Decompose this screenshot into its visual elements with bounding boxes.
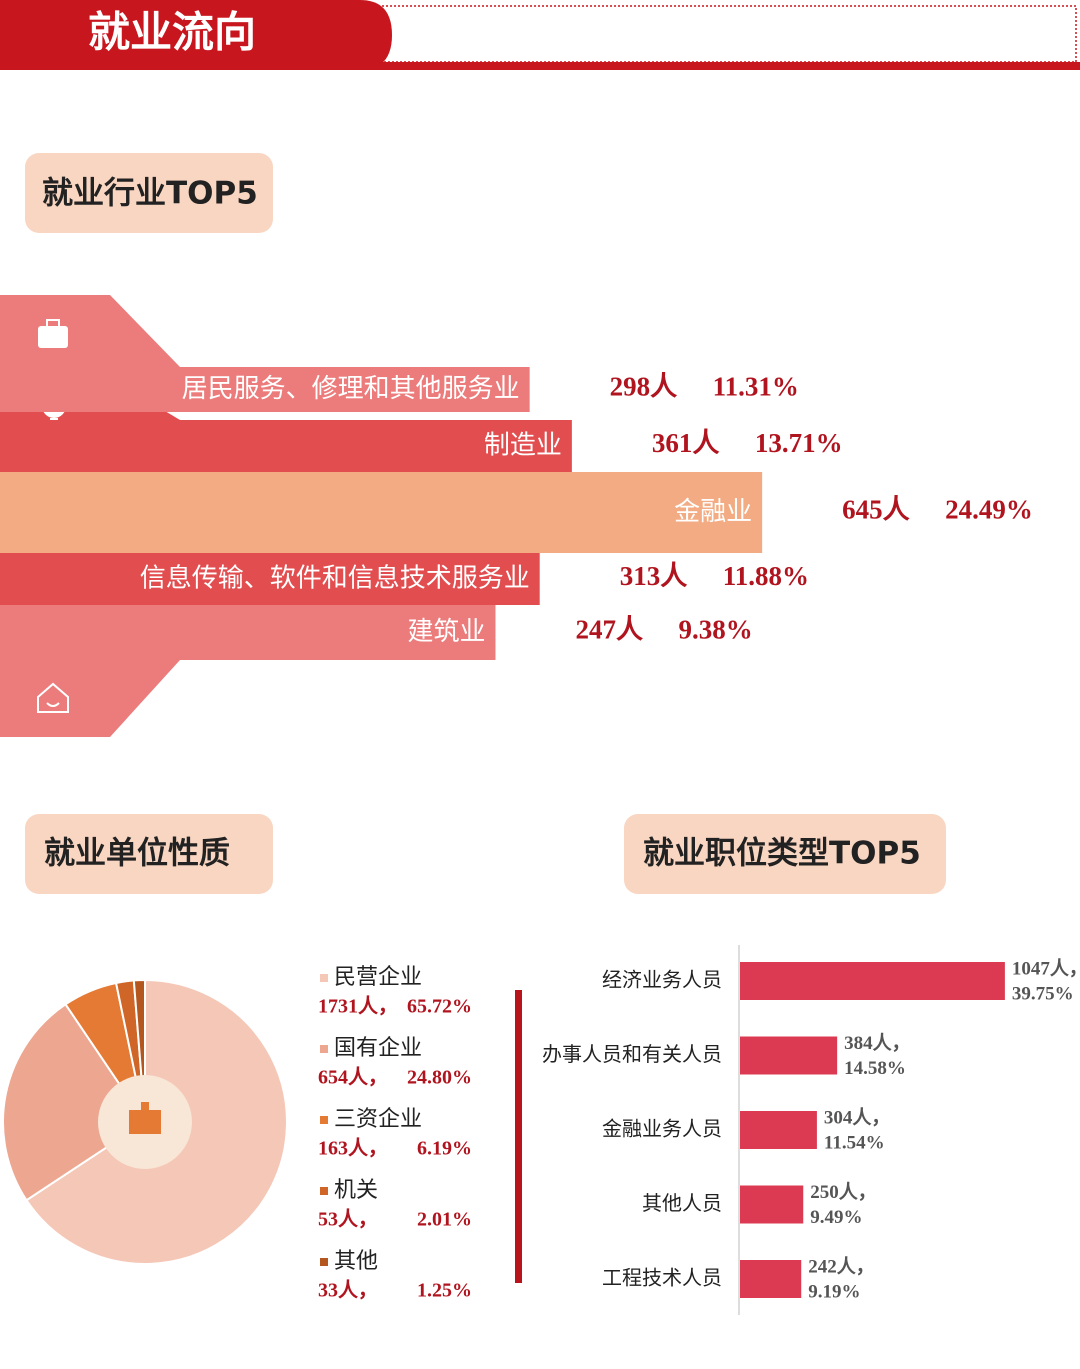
bar	[740, 1260, 802, 1298]
section-title: 就业职位类型TOP5	[643, 836, 921, 872]
value-label: 313人	[620, 561, 688, 591]
share-label: 2.01%	[417, 1209, 472, 1231]
bar	[0, 472, 763, 553]
legend-label: 机关	[334, 1178, 378, 1203]
value-label: 1731人，	[318, 995, 398, 1018]
legend-label: 民营企业	[334, 965, 422, 990]
value-label: 645人	[842, 495, 910, 525]
section-box	[624, 814, 946, 894]
bar-label: 建筑业	[407, 617, 485, 647]
share-label: 9.38%	[678, 615, 752, 645]
share-label: 1.25%	[417, 1280, 472, 1302]
share-label: 11.31%	[713, 372, 799, 402]
bar	[740, 1036, 838, 1075]
value-label: 250人，	[810, 1181, 877, 1203]
value-label: 654人，	[318, 1066, 388, 1089]
legend-swatch	[320, 974, 328, 982]
value-label: 384人，	[844, 1032, 911, 1054]
value-label: 1047人，	[1012, 957, 1080, 979]
share-label: 9.49%	[810, 1207, 862, 1228]
bar	[0, 605, 496, 660]
bar	[740, 1111, 817, 1149]
bar	[0, 367, 530, 412]
value-label: 163人，	[318, 1137, 388, 1160]
bar	[0, 420, 572, 472]
center-icon	[129, 1102, 161, 1134]
category-label: 金融业务人员	[602, 1117, 722, 1141]
share-label: 39.75%	[1012, 983, 1074, 1004]
category-label: 经济业务人员	[602, 968, 722, 992]
category-label: 其他人员	[642, 1191, 722, 1215]
section-box	[25, 814, 273, 894]
section-title: 就业单位性质	[44, 836, 230, 872]
section-title: 就业行业TOP5	[42, 176, 258, 212]
legend-swatch	[320, 1187, 328, 1195]
bar-label: 信息传输、软件和信息技术服务业	[140, 564, 530, 594]
section-box	[25, 153, 273, 233]
share-label: 24.49%	[945, 495, 1033, 525]
value-label: 247人	[575, 615, 643, 645]
value-label: 298人	[610, 372, 678, 402]
bar	[740, 962, 1005, 1000]
share-label: 13.71%	[755, 428, 843, 458]
category-label: 办事人员和有关人员	[542, 1042, 722, 1066]
share-label: 9.19%	[808, 1281, 860, 1302]
category-label: 工程技术人员	[602, 1266, 722, 1290]
bar	[0, 553, 540, 605]
share-label: 11.54%	[824, 1132, 885, 1153]
legend-swatch	[320, 1045, 328, 1053]
value-label: 33人，	[318, 1279, 378, 1302]
legend-label: 其他	[334, 1249, 378, 1274]
share-label: 6.19%	[417, 1138, 472, 1160]
legend-label: 国有企业	[334, 1036, 422, 1061]
header-title: 就业流向	[88, 8, 256, 57]
legend-label: 三资企业	[334, 1107, 422, 1132]
value-label: 242人，	[808, 1255, 875, 1277]
value-label: 304人，	[824, 1106, 891, 1128]
share-label: 65.72%	[407, 996, 472, 1018]
value-label: 361人	[652, 428, 720, 458]
header-banner	[0, 0, 392, 70]
bar-label: 金融业	[674, 497, 752, 527]
value-label: 53人，	[318, 1208, 378, 1231]
bar-label: 居民服务、修理和其他服务业	[182, 374, 520, 404]
legend-swatch	[320, 1116, 328, 1124]
header-rule	[0, 62, 1080, 70]
share-label: 24.80%	[407, 1067, 472, 1089]
divider	[515, 990, 522, 1283]
legend-swatch	[320, 1258, 328, 1266]
bar	[740, 1185, 804, 1224]
share-label: 11.88%	[723, 561, 809, 591]
pie-slice	[2, 1002, 147, 1202]
share-label: 14.58%	[844, 1058, 906, 1079]
bar-label: 制造业	[484, 431, 562, 461]
